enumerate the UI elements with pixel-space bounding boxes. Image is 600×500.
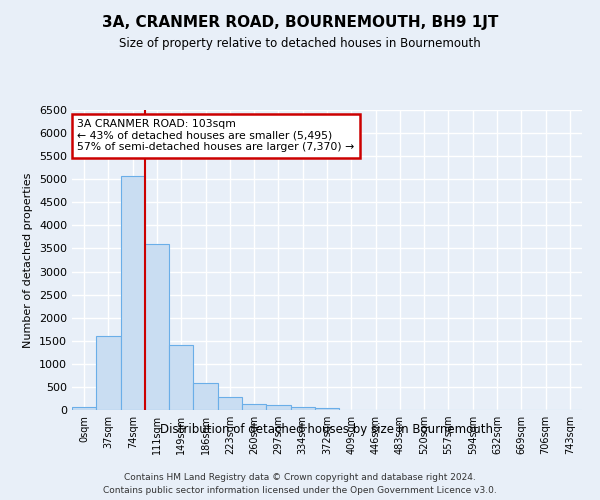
Y-axis label: Number of detached properties: Number of detached properties bbox=[23, 172, 34, 348]
Bar bbox=[290, 407, 315, 410]
Bar bbox=[145, 244, 169, 410]
Bar bbox=[218, 397, 242, 410]
Text: 3A CRANMER ROAD: 103sqm
← 43% of detached houses are smaller (5,495)
57% of semi: 3A CRANMER ROAD: 103sqm ← 43% of detache… bbox=[77, 119, 355, 152]
Bar bbox=[169, 346, 193, 410]
Text: Contains HM Land Registry data © Crown copyright and database right 2024.: Contains HM Land Registry data © Crown c… bbox=[124, 472, 476, 482]
Bar bbox=[193, 383, 218, 410]
Text: Distribution of detached houses by size in Bournemouth: Distribution of detached houses by size … bbox=[161, 422, 493, 436]
Text: Size of property relative to detached houses in Bournemouth: Size of property relative to detached ho… bbox=[119, 38, 481, 51]
Bar bbox=[96, 336, 121, 410]
Bar bbox=[121, 176, 145, 410]
Bar bbox=[315, 408, 339, 410]
Bar bbox=[242, 404, 266, 410]
Text: 3A, CRANMER ROAD, BOURNEMOUTH, BH9 1JT: 3A, CRANMER ROAD, BOURNEMOUTH, BH9 1JT bbox=[102, 15, 498, 30]
Bar bbox=[266, 406, 290, 410]
Text: Contains public sector information licensed under the Open Government Licence v3: Contains public sector information licen… bbox=[103, 486, 497, 495]
Bar bbox=[72, 407, 96, 410]
